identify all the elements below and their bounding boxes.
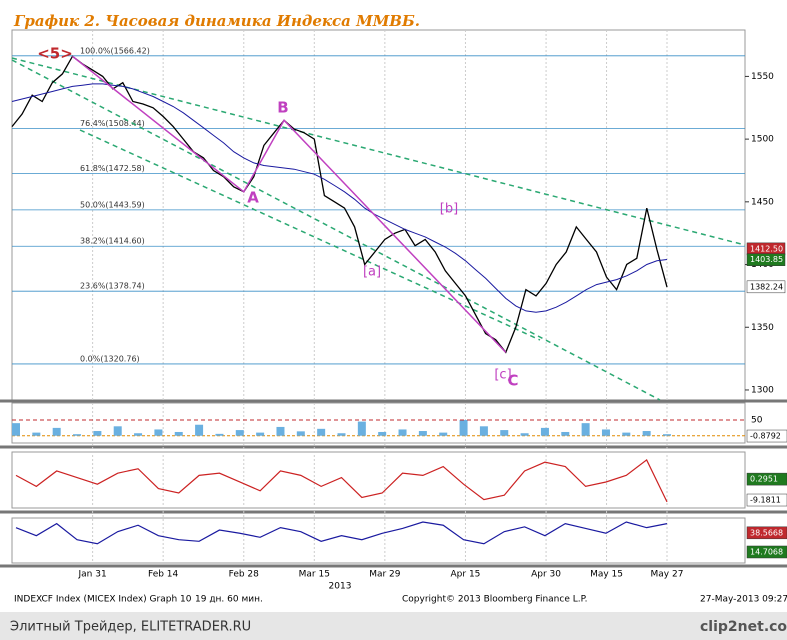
bar [581, 423, 590, 436]
trend-line [79, 129, 541, 341]
value-tag-label: 0.2951 [750, 475, 778, 484]
bar [93, 431, 102, 436]
bar [73, 434, 82, 436]
fib-label: 23.6%(1378.74) [80, 282, 145, 291]
value-tag-label: 14.7068 [750, 547, 783, 556]
x-tick-label: Feb 28 [229, 570, 260, 580]
panel-frame [11, 517, 746, 564]
bar [174, 431, 183, 436]
bar [32, 432, 41, 436]
bar [398, 429, 407, 436]
wave-label: [c] [494, 368, 511, 383]
fib-label: 0.0%(1320.76) [80, 354, 140, 363]
bar [601, 429, 610, 436]
x-tick-label: Apr 15 [451, 570, 481, 580]
watermark-logo: clip2net.com [700, 619, 787, 635]
bar [622, 432, 631, 436]
footer-text: 19 дн. 60 мин. [195, 595, 263, 605]
footer-text: 27-May-2013 09:27:59 [700, 595, 787, 605]
y-tick-label: 1300 [751, 385, 774, 395]
wave-label: [b] [440, 202, 458, 217]
bar [663, 434, 671, 436]
footer-text: INDEXCF Index (MICEX Index) Graph 10 [14, 595, 192, 605]
value-tag [746, 545, 787, 559]
wave-label: A [247, 189, 259, 207]
watermark-text: Элитный Трейдер, ELITETRADER.RU [10, 620, 251, 635]
bar [317, 428, 326, 436]
x-tick-label: Mar 29 [369, 570, 401, 580]
bar [215, 433, 224, 436]
bar [439, 432, 448, 436]
y-tick-label: 1450 [751, 197, 774, 207]
x-tick-label: May 27 [651, 570, 684, 580]
y-tick-label: 50 [751, 416, 763, 426]
bar [479, 426, 488, 436]
value-tag [746, 493, 787, 507]
wave-label: B [277, 99, 288, 117]
price-tag-label: 1382.24 [750, 282, 783, 291]
x-tick-label: Feb 14 [148, 570, 179, 580]
bar [296, 431, 305, 436]
price-tag [746, 253, 786, 266]
bar [378, 431, 387, 436]
panel-frame [11, 451, 746, 509]
bar [113, 426, 122, 436]
wave-label: C [507, 372, 518, 390]
bar [12, 423, 20, 436]
bar [642, 431, 651, 436]
fib-label: 50.0%(1443.59) [80, 200, 145, 209]
indicator-line [15, 459, 668, 503]
value-tag-label: -9.1811 [750, 496, 781, 505]
fib-label: 76.4%(1508.44) [80, 119, 145, 128]
price-tag-label: 1412.50 [750, 244, 783, 253]
wave-label: <5> [37, 45, 73, 63]
y-tick-label: 1350 [751, 323, 774, 333]
bar [235, 430, 244, 436]
fib-label: 38.2%(1414.60) [80, 237, 145, 246]
bar [418, 431, 427, 436]
bar [134, 433, 143, 436]
chart-title: График 2. Часовая динамика Индекса ММВБ. [13, 12, 420, 30]
bar [561, 431, 570, 436]
bar [52, 427, 61, 436]
bar [520, 433, 529, 436]
value-tag [746, 429, 787, 443]
fib-label: 100.0%(1566.42) [80, 46, 150, 55]
x-tick-label: May 15 [590, 570, 623, 580]
x-tick-label: Jan 31 [78, 570, 107, 580]
bar [357, 421, 366, 436]
price-line [11, 55, 668, 354]
y-tick-label: 1500 [751, 135, 774, 145]
bar [195, 424, 204, 436]
bar [500, 430, 509, 436]
bar [276, 426, 285, 436]
moving-average [11, 83, 668, 313]
panel-frame [11, 402, 746, 444]
x-tick-label: Apr 30 [531, 570, 561, 580]
bar [337, 433, 346, 436]
price-tag-label: 1403.85 [750, 255, 783, 264]
bar [459, 420, 468, 436]
bar [540, 427, 549, 436]
x-axis-label: 2013 [329, 582, 352, 592]
bar [154, 429, 163, 436]
value-tag [746, 526, 787, 540]
bar [256, 432, 265, 436]
value-tag [746, 472, 787, 486]
footer-text: Copyright© 2013 Bloomberg Finance L.P. [402, 595, 587, 605]
trend-line [11, 59, 661, 401]
wave-label: [a] [363, 265, 381, 280]
value-tag-label: 38.5668 [750, 528, 783, 537]
indicator-line [15, 521, 668, 545]
fib-label: 61.8%(1472.58) [80, 164, 145, 173]
value-tag-label: -0.8792 [750, 432, 781, 441]
watermark-bar [0, 612, 787, 640]
y-tick-label: 1550 [751, 72, 774, 82]
x-tick-label: Mar 15 [299, 570, 330, 580]
wave-line [71, 55, 507, 353]
price-tag [746, 280, 786, 294]
